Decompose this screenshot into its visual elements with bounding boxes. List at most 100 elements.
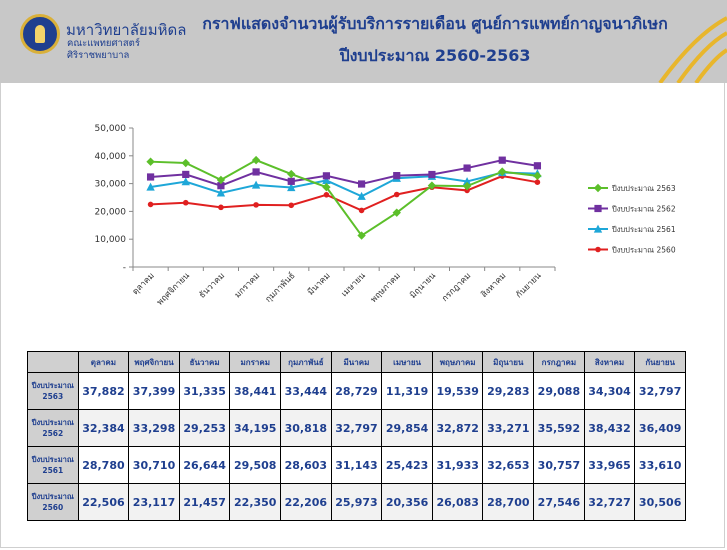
table-cell: 29,283 <box>482 372 535 410</box>
table-row: ปีงบประมาณ 2563 37,882 37,399 31,335 38,441 33… <box>27 372 686 410</box>
series-line <box>150 171 538 198</box>
legend-label: ปีงบประมาณ 2563 <box>611 184 676 193</box>
y-tick-label: 50,000 <box>95 124 127 134</box>
row-label: ปีงบประมาณ <box>31 455 74 464</box>
table-cell: 29,088 <box>533 372 585 410</box>
page-title: กราฟแสดงจำนวนผู้รับบริการรายเดือน ศูนย์ก… <box>202 14 668 33</box>
series-line <box>150 159 538 187</box>
table-cell: 32,797 <box>330 409 383 447</box>
data-point <box>464 187 470 194</box>
data-point <box>216 175 226 185</box>
table-row: ปีงบประมาณ 2560 22,506 23,117 21,457 22,350 22… <box>27 483 686 521</box>
table-cell: 28,603 <box>280 446 332 484</box>
table-row: ปีงบประมาณ 2561 28,780 30,710 26,644 29,508 28… <box>27 446 686 484</box>
row-year: 2562 <box>42 429 64 438</box>
data-point <box>322 176 331 185</box>
decorative-swoosh <box>658 16 727 83</box>
page-subtitle: ปีงบประมาณ 2560-2563 <box>339 46 531 65</box>
data-point <box>357 180 366 188</box>
table-row: ปีงบประมาณ 2562 32,384 33,298 29,253 34,195 30… <box>27 409 686 447</box>
table-cell: 35,592 <box>533 409 585 447</box>
x-tick-label: กันยายน <box>514 271 543 300</box>
data-point <box>288 202 295 209</box>
y-tick-label: 30,000 <box>95 180 127 190</box>
legend-label: ปีงบประมาณ 2561 <box>611 225 676 234</box>
table-cell: 33,965 <box>583 446 636 484</box>
x-tick-label: เมษายน <box>340 271 368 299</box>
data-point <box>498 156 506 164</box>
table-cell: 32,797 <box>634 372 686 410</box>
table-cell: 33,298 <box>128 409 180 447</box>
table-column-header: กันยายน <box>634 351 686 373</box>
x-tick-label: ธันวาคม <box>197 271 227 301</box>
data-point <box>147 201 154 208</box>
table-header-row: ตุลาคม พฤศจิกายน ธันวาคม มกราคม กุมภาพันธ์ มี… <box>27 351 686 373</box>
table-corner-cell <box>27 351 79 373</box>
y-tick-label: 40,000 <box>95 152 127 162</box>
table-cell: 33,271 <box>482 409 535 447</box>
table-cell: 34,195 <box>229 409 282 447</box>
data-point <box>533 171 542 181</box>
data-point <box>216 188 226 197</box>
legend-label: ปีงบประมาณ 2560 <box>611 246 676 255</box>
row-label: ปีงบประมาณ <box>31 418 74 427</box>
table-cell: 30,757 <box>533 446 585 484</box>
table-column-header: มีนาคม <box>330 351 383 373</box>
data-point <box>358 207 365 214</box>
data-point <box>463 164 471 172</box>
table-cell: 32,653 <box>482 446 535 484</box>
university-logo <box>20 14 60 54</box>
table-cell: 32,727 <box>583 483 636 521</box>
x-tick-label: พฤศจิกายน <box>155 271 192 308</box>
table-column-header: พฤศจิกายน <box>128 351 180 373</box>
row-label: ปีงบประมาณ <box>31 492 74 501</box>
table-cell: 25,423 <box>381 446 433 484</box>
table-cell: 20,356 <box>381 483 433 521</box>
table-cell: 31,933 <box>431 446 484 484</box>
table-cell: 34,304 <box>583 372 636 410</box>
table-cell: 29,508 <box>229 446 282 484</box>
data-point <box>357 231 366 240</box>
table-cell: 28,700 <box>482 483 535 521</box>
data-point <box>182 170 190 179</box>
table-cell: 30,710 <box>128 446 180 484</box>
data-point <box>534 179 541 185</box>
data-point <box>322 172 331 180</box>
data-point <box>251 180 261 189</box>
table-cell: 37,882 <box>77 372 130 410</box>
series-line <box>150 159 538 237</box>
data-point <box>182 199 189 206</box>
data-point <box>253 202 259 208</box>
data-point <box>393 172 401 180</box>
table-column-header: ตุลาคม <box>77 351 130 373</box>
table-cell: 26,644 <box>178 446 231 484</box>
row-year: 2560 <box>42 503 64 512</box>
y-tick-label: 20,000 <box>95 207 127 217</box>
data-point <box>498 167 507 176</box>
data-point <box>357 191 366 200</box>
table-cell: 21,457 <box>178 483 231 521</box>
x-tick-label: มีนาคม <box>305 270 332 297</box>
row-year: 2563 <box>42 392 64 401</box>
table-cell: 26,083 <box>431 483 484 521</box>
data-point <box>252 168 260 176</box>
faculty-line-2: ศิริราชพยาบาล <box>67 50 130 61</box>
x-tick-label: ตุลาคม <box>131 271 157 297</box>
data-point <box>146 182 155 191</box>
legend-label: ปีงบประมาณ 2562 <box>611 205 676 214</box>
table-cell: 36,409 <box>634 409 686 447</box>
data-point <box>427 181 437 190</box>
data-point <box>462 177 472 186</box>
faculty-line-1: คณะแพทยศาสตร์ <box>67 38 140 49</box>
monthly-line-chart: - 10,000 20,000 30,000 40,000 50,000 ตุลาคมพฤศ… <box>95 124 676 308</box>
table-cell: 32,384 <box>77 409 130 447</box>
data-point <box>392 208 401 217</box>
content-frame <box>0 83 725 548</box>
legend-marker <box>594 204 602 213</box>
table-cell: 38,441 <box>229 372 282 410</box>
table-cell: 11,319 <box>381 372 433 410</box>
table-column-header: มกราคม <box>229 351 282 373</box>
table-cell: 30,506 <box>634 483 686 521</box>
table-cell: 27,546 <box>533 483 585 521</box>
data-point <box>287 177 295 185</box>
